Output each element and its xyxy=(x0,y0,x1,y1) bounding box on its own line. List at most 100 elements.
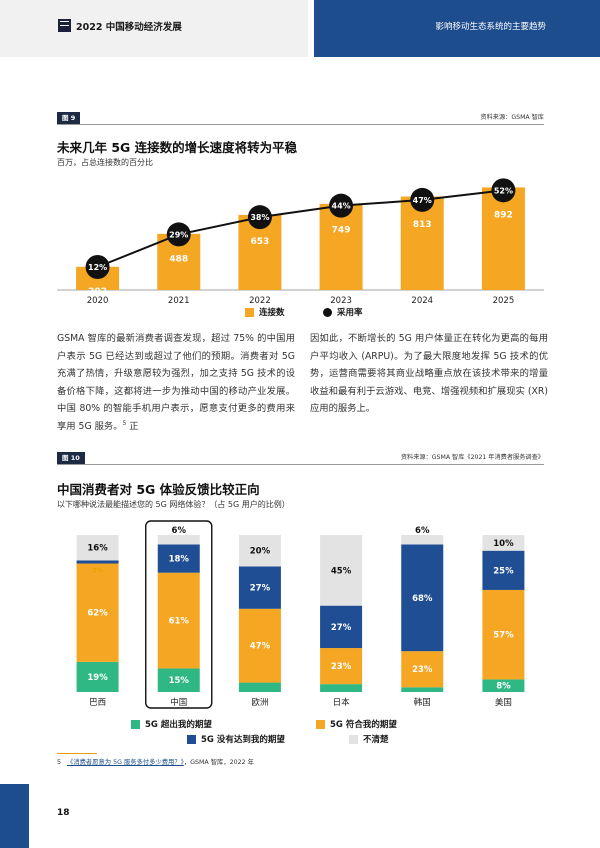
segment-value-label: 19% xyxy=(87,673,108,683)
gsma-logo-icon xyxy=(58,19,71,32)
stacked-segment xyxy=(320,684,363,692)
highlight-frame xyxy=(145,520,213,709)
stacked-segment xyxy=(76,661,119,692)
connections-value-label: 653 xyxy=(251,237,270,247)
adoption-value-label: 52% xyxy=(494,186,513,195)
legend-below-label: 5G 没有达到我的期望 xyxy=(201,735,285,745)
connections-value-label: 202 xyxy=(88,287,107,297)
adoption-point xyxy=(410,187,435,212)
figure-10-label: 图 10 xyxy=(57,452,85,464)
figure-9-source: 资料来源：GSMA 智库 xyxy=(480,114,544,121)
segment-value-label: 61% xyxy=(169,617,190,627)
body-left-tail: 正 xyxy=(126,420,139,432)
region-tick-label: 巴西 xyxy=(89,698,106,708)
segment-value-label: 20% xyxy=(250,547,271,557)
segment-value-label: 2% xyxy=(92,567,104,575)
legend-exceeded: 5G 超出我的期望 xyxy=(131,718,212,730)
figure-9-label: 图 9 xyxy=(57,112,81,124)
report-title: 2022 中国移动经济发展 xyxy=(76,22,182,33)
segment-value-label: 6% xyxy=(415,526,430,536)
stacked-segment xyxy=(238,566,281,609)
legend-exceeded-label: 5G 超出我的期望 xyxy=(145,720,212,730)
legend-met: 5G 符合我的期望 xyxy=(316,718,397,730)
stacked-segment xyxy=(482,535,525,551)
adoption-dot-icon xyxy=(323,307,332,317)
footnote-number: 5 xyxy=(57,759,62,766)
legend-adoption: 采用率 xyxy=(323,306,363,318)
stacked-segment xyxy=(482,589,525,680)
stacked-segment xyxy=(320,605,363,649)
figure-10-title: 中国消费者对 5G 体验反馈比较正向 xyxy=(57,482,260,497)
segment-value-label: 8% xyxy=(496,682,511,692)
segment-value-label: 18% xyxy=(169,555,190,565)
segment-value-label: 6% xyxy=(172,526,187,536)
year-tick-label: 2023 xyxy=(330,296,352,306)
figure-9-subtitle: 百万，占总连接数的百分比 xyxy=(57,158,153,167)
stacked-segment xyxy=(76,560,119,564)
connections-value-label: 892 xyxy=(494,210,513,220)
adoption-value-label: 44% xyxy=(332,202,351,211)
stacked-segment xyxy=(401,651,444,688)
year-tick-label: 2020 xyxy=(87,296,109,306)
legend-met-label: 5G 符合我的期望 xyxy=(330,720,397,730)
segment-value-label: 10% xyxy=(493,539,514,549)
adoption-value-label: 38% xyxy=(250,213,269,222)
stacked-segment xyxy=(482,679,525,692)
figure-10-divider xyxy=(57,464,544,465)
body-left-text: GSMA 智库的最新消费者调查发现，超过 75% 的中国用户表示 5G 已经达到… xyxy=(57,333,295,432)
segment-value-label: 16% xyxy=(87,544,108,554)
adoption-point xyxy=(491,178,516,203)
legend-connections: 连接数 xyxy=(245,306,285,318)
adoption-value-label: 47% xyxy=(413,196,432,205)
footnote-link[interactable]: 《消费者愿意为 5G 服务多付多少费用？》 xyxy=(67,759,184,766)
legend-below: 5G 没有达到我的期望 xyxy=(187,733,285,745)
stacked-segment xyxy=(238,682,281,692)
legend-adoption-label: 采用率 xyxy=(337,308,363,318)
figure-9-title: 未来几年 5G 连接数的增长速度将转为平稳 xyxy=(57,140,298,155)
stacked-segment xyxy=(157,544,200,573)
adoption-point xyxy=(85,255,110,279)
exceeded-swatch-icon xyxy=(131,719,140,729)
footnote-divider xyxy=(57,753,97,754)
region-tick-label: 韩国 xyxy=(414,697,431,708)
segment-value-label: 62% xyxy=(87,609,108,619)
year-tick-label: 2025 xyxy=(493,296,515,306)
footnote-ref[interactable]: 5 xyxy=(122,419,127,427)
segment-value-label: 15% xyxy=(169,676,190,686)
stacked-segment xyxy=(401,544,444,652)
adoption-point xyxy=(329,193,354,218)
segment-value-label: 27% xyxy=(250,584,271,594)
adoption-line xyxy=(97,189,504,268)
connections-value-label: 488 xyxy=(169,254,188,264)
footnote: 5 《消费者愿意为 5G 服务多付多少费用？》，GSMA 智库，2022 年 xyxy=(57,757,254,766)
page-accent-bar xyxy=(0,784,29,848)
page-number: 18 xyxy=(57,808,70,818)
section-title: 影响移动生态系统的主要趋势 xyxy=(435,22,546,32)
stacked-segment xyxy=(76,535,119,561)
stacked-segment xyxy=(157,572,200,669)
region-tick-label: 美国 xyxy=(495,697,512,708)
below-swatch-icon xyxy=(187,734,196,744)
stacked-segment xyxy=(401,687,444,692)
segment-value-label: 25% xyxy=(493,566,514,576)
body-text-left: GSMA 智库的最新消费者调查发现，超过 75% 的中国用户表示 5G 已经达到… xyxy=(57,330,295,435)
connections-bar xyxy=(481,187,525,290)
adoption-point xyxy=(166,222,191,247)
stacked-segment xyxy=(238,608,281,683)
stacked-segment xyxy=(238,535,281,567)
segment-value-label: 45% xyxy=(331,566,352,576)
connections-bar xyxy=(400,196,444,290)
region-tick-label: 日本 xyxy=(333,697,351,708)
segment-value-label: 68% xyxy=(412,594,433,604)
adoption-value-label: 29% xyxy=(169,230,188,239)
stacked-segment xyxy=(76,563,119,662)
body-text-right: 因如此，不断增长的 5G 用户体量正在转化为更高的每用户平均收入 (ARPU)。… xyxy=(310,333,548,414)
stacked-segment xyxy=(157,668,200,692)
unsure-swatch-icon xyxy=(349,734,358,744)
connections-swatch-icon xyxy=(245,307,254,317)
segment-value-label: 27% xyxy=(331,623,352,633)
segment-value-label: 57% xyxy=(493,631,514,641)
legend-unsure-label: 不清楚 xyxy=(363,735,389,745)
connections-value-label: 749 xyxy=(332,226,351,236)
